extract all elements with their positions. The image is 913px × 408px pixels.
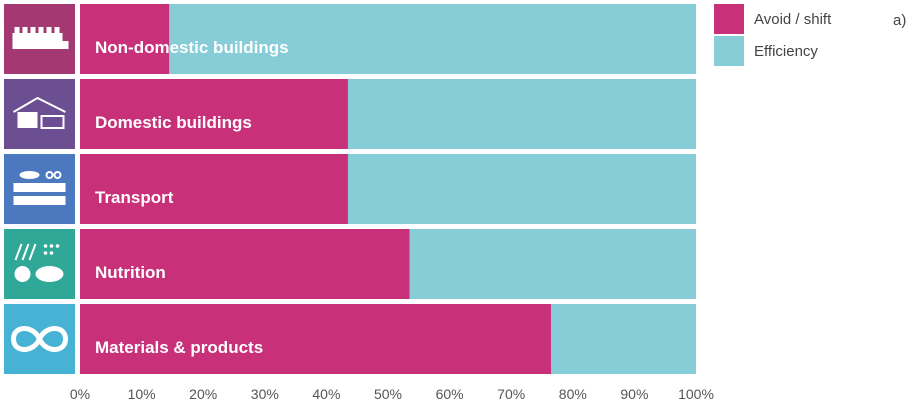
bar-efficiency [347,79,696,149]
x-tick-label: 100% [678,386,714,402]
legend-label: Efficiency [754,43,818,60]
x-tick-label: 80% [559,386,587,402]
bar-avoid-shift [80,79,348,149]
category-label: Non-domestic buildings [95,38,289,57]
x-tick-label: 30% [251,386,279,402]
x-tick-label: 40% [312,386,340,402]
bar-efficiency [551,304,696,374]
legend-item: Avoid / shift [714,4,832,34]
legend-item: Efficiency [714,36,818,66]
legend-swatch [714,4,744,34]
bars [80,4,696,374]
x-tick-label: 10% [128,386,156,402]
panel-label: a) [893,12,906,29]
x-tick-label: 90% [620,386,648,402]
x-tick-label: 60% [436,386,464,402]
bar-efficiency [347,154,696,224]
category-label: Materials & products [95,338,263,357]
legend: Avoid / shift Efficiency [714,4,832,66]
legend-swatch [714,36,744,66]
x-tick-label: 0% [70,386,90,402]
bar-row [80,304,696,374]
bar-row [80,154,696,224]
bar-efficiency [169,4,696,74]
category-label: Domestic buildings [95,113,252,132]
bar-row [80,4,696,74]
x-tick-label: 50% [374,386,402,402]
bar-avoid-shift [80,304,552,374]
bar-row [80,229,696,299]
x-tick-label: 70% [497,386,525,402]
bar-avoid-shift [80,229,410,299]
category-icons [4,4,75,374]
category-label: Nutrition [95,263,166,282]
bar-avoid-shift [80,4,170,74]
legend-label: Avoid / shift [754,11,832,28]
food-icon [4,229,75,299]
recycle-loop-icon [4,304,75,374]
bar-avoid-shift [80,154,348,224]
factory-icon [4,4,75,74]
category-labels: Non-domestic buildings Domestic buildings… [95,38,289,357]
house-icon [4,79,75,149]
x-tick-label: 20% [189,386,217,402]
x-axis-ticks: 0% 10% 20% 30% 40% 50% 60% 70% 80% 90% 100% [70,386,714,402]
bar-row [80,79,696,149]
vehicles-icon [4,154,75,224]
bar-efficiency [409,229,696,299]
category-label: Transport [95,188,174,207]
